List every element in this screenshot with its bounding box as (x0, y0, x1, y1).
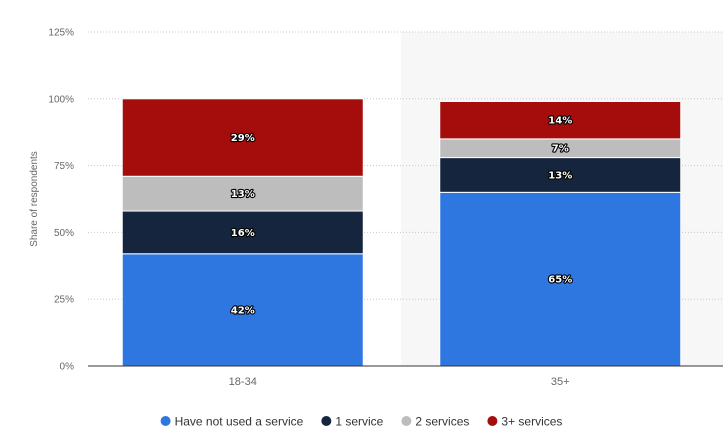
y-tick-label: 0% (60, 362, 75, 373)
y-axis-title: Share of respondents (29, 151, 40, 247)
legend-marker (160, 416, 171, 426)
legend-label: 2 services (415, 415, 469, 429)
y-tick-label: 100% (48, 94, 74, 105)
data-label: 13% (548, 170, 572, 181)
data-label: 42% (231, 305, 255, 316)
legend-label: Have not used a service (175, 415, 304, 429)
x-axis-category-labels: 18-34 35+ (229, 376, 570, 388)
legend-item[interactable]: 2 services (401, 415, 469, 429)
bar-segment[interactable] (439, 100, 682, 140)
data-label: 29% (231, 133, 255, 144)
legend: Have not used a service 1 service 2 servic… (160, 415, 562, 429)
data-label: 7% (552, 144, 569, 155)
legend-label: 3+ services (501, 415, 562, 429)
y-tick-label: 50% (54, 228, 74, 239)
legend-item[interactable]: 3+ services (487, 415, 562, 429)
bar-segment[interactable] (121, 175, 364, 212)
data-label: 65% (548, 275, 572, 286)
x-category-label: 18-34 (229, 376, 257, 388)
x-category-label: 35+ (551, 376, 570, 388)
legend-marker (401, 416, 412, 426)
legend-marker (487, 416, 498, 426)
y-tick-label: 25% (54, 295, 74, 306)
bar-segment[interactable] (121, 98, 364, 177)
y-tick-label: 75% (54, 161, 74, 172)
bar-segment[interactable] (439, 191, 682, 367)
legend-marker (321, 416, 332, 426)
bar-segment[interactable] (439, 157, 682, 193)
y-tick-label: 125% (48, 28, 74, 39)
y-axis-tick-labels: 0% 25% 50% 75% 100% 125% (48, 28, 74, 373)
data-label: 16% (231, 228, 255, 239)
legend-label: 1 service (335, 415, 383, 429)
legend-item[interactable]: Have not used a service (160, 415, 304, 429)
bar-segment[interactable] (121, 253, 364, 367)
data-labels: 42% 16% 13% 29% 65% 13% 7% 14% (230, 115, 574, 318)
bar-segment[interactable] (121, 210, 364, 255)
data-label: 13% (231, 189, 255, 200)
bars (121, 98, 682, 367)
legend-item[interactable]: 1 service (321, 415, 384, 429)
data-label: 14% (548, 116, 572, 127)
